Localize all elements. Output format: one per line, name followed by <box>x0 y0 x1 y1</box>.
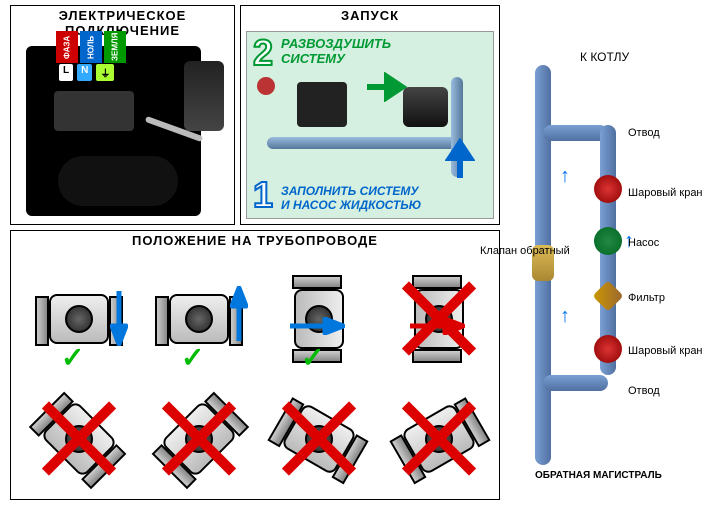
symbol-L: L <box>59 64 73 81</box>
step1-number: 1 <box>253 174 273 216</box>
bypass-diagram: К КОТЛУ ↑ ↑ ↑ Клапан обратный ОБРАТНАЯ М… <box>510 5 710 515</box>
electrical-panel: ЭЛЕКТРИЧЕСКОЕ ПОДКЛЮЧЕНИЕ ФАЗА НОЛЬ ЗЕМЛ… <box>10 5 235 225</box>
symbol-ground: ⏚ <box>96 64 114 81</box>
component-label-4: Шаровый кран <box>628 345 703 357</box>
step2-text: РАЗВОЗДУШИТЬ СИСТЕМУ <box>281 36 391 66</box>
label-return-line: ОБРАТНАЯ МАГИСТРАЛЬ <box>535 470 662 481</box>
flow-arrow-icon <box>230 286 248 346</box>
pipe-horizontal <box>267 137 457 149</box>
checkmark-icon: ✓ <box>61 341 84 374</box>
pump-cell-5 <box>141 381 256 496</box>
flow-arrow-icon <box>110 286 128 346</box>
label-to-boiler: К КОТЛУ <box>580 50 629 64</box>
terminal-labels: ФАЗА НОЛЬ ЗЕМЛЯ <box>56 31 126 63</box>
branch-top <box>543 125 608 141</box>
checkmark-icon: ✓ <box>301 341 324 374</box>
pump-cell-6 <box>261 381 376 496</box>
pump-device-icon <box>594 227 622 255</box>
pump-cell-0: ✓ <box>21 261 136 376</box>
terminal-ground: ЗЕМЛЯ <box>104 31 126 63</box>
pump-cell-3 <box>381 261 496 376</box>
flow-arrow-icon <box>285 317 345 335</box>
branch-bottom <box>543 375 608 391</box>
pump-orientation-grid: ✓ ✓ ✓ <box>21 261 496 496</box>
flow-arrow-2: ↑ <box>560 305 570 328</box>
step2-number: 2 <box>253 32 273 74</box>
position-title: ПОЛОЖЕНИЕ НА ТРУБОПРОВОДЕ <box>11 231 499 250</box>
component-label-3: Фильтр <box>628 292 665 304</box>
checkmark-icon: ✓ <box>181 341 204 374</box>
flow-arrow-icon <box>405 317 465 335</box>
component-label-0: Отвод <box>628 127 660 139</box>
startup-diagram: 2 РАЗВОЗДУШИТЬ СИСТЕМУ 1 ЗАПОЛНИТЬ СИСТЕ… <box>246 31 494 219</box>
faucet-icon <box>257 77 275 95</box>
ball-valve-bottom-icon <box>594 335 622 363</box>
terminal-neutral: НОЛЬ <box>80 31 102 63</box>
component-label-2: Насос <box>628 237 659 249</box>
component-label-1: Шаровый кран <box>628 187 703 199</box>
label-check-valve: Клапан обратный <box>480 245 530 257</box>
step1-text: ЗАПОЛНИТЬ СИСТЕМУ И НАСОС ЖИДКОСТЬЮ <box>281 184 421 212</box>
bleed-arrow-icon <box>367 72 407 102</box>
component-label-5: Отвод <box>628 385 660 397</box>
flow-arrow-icon <box>445 138 475 178</box>
pump-side-icon <box>297 82 347 127</box>
position-panel: ПОЛОЖЕНИЕ НА ТРУБОПРОВОДЕ ✓ ✓ ✓ <box>10 230 500 500</box>
ball-valve-top-icon <box>594 175 622 203</box>
pump-cell-7 <box>381 381 496 496</box>
pump-cell-2: ✓ <box>261 261 376 376</box>
pump-cell-4 <box>21 381 136 496</box>
flow-arrow-1: ↑ <box>560 165 570 188</box>
filter-icon <box>592 280 623 311</box>
terminal-phase: ФАЗА <box>56 31 78 63</box>
power-plug-icon <box>184 61 224 131</box>
pump-cell-1: ✓ <box>141 261 256 376</box>
startup-title: ЗАПУСК <box>241 6 499 25</box>
pump-icon <box>403 87 448 127</box>
symbol-N: N <box>77 64 92 81</box>
startup-panel: ЗАПУСК 2 РАЗВОЗДУШИТЬ СИСТЕМУ 1 ЗАПОЛНИТ… <box>240 5 500 225</box>
